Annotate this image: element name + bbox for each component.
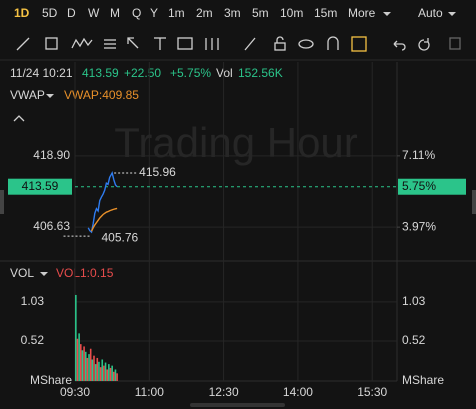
side-tab[interactable]: [472, 190, 476, 214]
volume-bar: [78, 333, 80, 381]
volume-bar: [76, 338, 79, 381]
watermark: Trading Hour: [114, 119, 358, 166]
volume-bar: [96, 357, 99, 381]
volume-bar: [86, 357, 89, 381]
vol-indicator-value: VOL1:0.15: [56, 266, 114, 280]
high-label: 415.96: [139, 165, 176, 179]
scale-button[interactable]: Auto: [418, 6, 443, 20]
volume-bar: [89, 348, 92, 381]
x-tick-label: 15:30: [357, 385, 387, 399]
timeframe-button[interactable]: D: [67, 6, 76, 20]
indicator-value: VWAP:409.85: [64, 88, 139, 102]
x-tick-label: 11:00: [135, 385, 164, 399]
drawing-tools: [16, 36, 461, 52]
last-pct-box: [398, 178, 466, 195]
timeframe-button[interactable]: 1m: [168, 6, 185, 20]
volume-bar: [106, 369, 108, 381]
last-pct-label: 5.75%: [402, 179, 436, 193]
last-price-box: [8, 178, 72, 195]
volume-bar: [104, 362, 107, 381]
y-tick-label: 418.90: [33, 148, 70, 162]
volume-bar: [108, 364, 110, 381]
change-pct: +5.75%: [170, 66, 211, 80]
volume-bar: [93, 355, 95, 381]
timeframe-button[interactable]: 15m: [314, 6, 337, 20]
vol-indicator[interactable]: VOL: [10, 266, 34, 280]
x-tick-label: 09:30: [60, 385, 90, 399]
vol-unit: MShare: [402, 373, 444, 387]
dropdown-arrow: [383, 12, 391, 16]
scrollbar[interactable]: [190, 403, 285, 407]
timeframe-button[interactable]: 5m: [252, 6, 269, 20]
vol-unit: MShare: [30, 373, 72, 387]
timeframe-button[interactable]: W: [88, 6, 100, 20]
y-tick-label: 0.52: [21, 333, 45, 347]
more-button[interactable]: More: [348, 6, 376, 20]
volume-bar: [91, 359, 94, 381]
timeframe-button[interactable]: 3m: [224, 6, 241, 20]
price-line: [90, 207, 118, 232]
timeframe-button[interactable]: Y: [150, 6, 158, 20]
change: +22.50: [124, 66, 161, 80]
y2-tick-label: 7.11%: [402, 148, 435, 162]
volume-bar: [81, 350, 84, 381]
volume-bar: [98, 361, 100, 381]
dropdown-arrow: [448, 12, 456, 16]
volume-bar: [111, 365, 113, 381]
volume-bar: [113, 371, 115, 381]
volume-bar: [101, 359, 104, 381]
volume-bar: [109, 367, 112, 381]
x-tick-label: 14:00: [283, 385, 313, 399]
last-price-label: 413.59: [22, 179, 59, 193]
vol-label: Vol: [216, 66, 233, 80]
timeframe-button[interactable]: M: [110, 6, 120, 20]
price: 413.59: [82, 66, 119, 80]
volume-bar: [116, 373, 118, 381]
y-tick-label: 0.52: [402, 333, 426, 347]
volume-bar: [94, 364, 97, 381]
timeframe-button[interactable]: Q: [132, 6, 141, 20]
price-line: [87, 171, 118, 234]
volume-bar: [103, 365, 105, 381]
time: 11/24 10:21: [10, 66, 73, 80]
indicator-name[interactable]: VWAP: [10, 88, 45, 102]
volume-bar: [84, 351, 87, 381]
timeframe-button[interactable]: 1D: [14, 6, 30, 20]
volume-bar: [83, 346, 85, 381]
dropdown-arrow: [40, 272, 48, 276]
collapse[interactable]: [13, 115, 25, 122]
volume-bar: [88, 354, 90, 381]
side-tab[interactable]: [0, 190, 4, 214]
x-tick-label: 12:30: [209, 385, 239, 399]
timeframe-button[interactable]: 2m: [196, 6, 213, 20]
volume-bar: [75, 294, 77, 381]
y-tick-label: 1.03: [402, 294, 426, 308]
dropdown-arrow: [46, 94, 54, 98]
timeframe-button[interactable]: 10m: [280, 6, 303, 20]
timeframe-button[interactable]: 5D: [42, 6, 58, 20]
volume-bar: [114, 369, 117, 381]
y-tick-label: 406.63: [33, 219, 70, 233]
volume-bar: [79, 344, 82, 381]
y-tick-label: 1.03: [21, 294, 45, 308]
volume-bar: [99, 367, 102, 381]
y2-tick-label: 3.97%: [402, 219, 436, 233]
vol: 152.56K: [238, 66, 283, 80]
low-label: 405.76: [102, 230, 139, 244]
